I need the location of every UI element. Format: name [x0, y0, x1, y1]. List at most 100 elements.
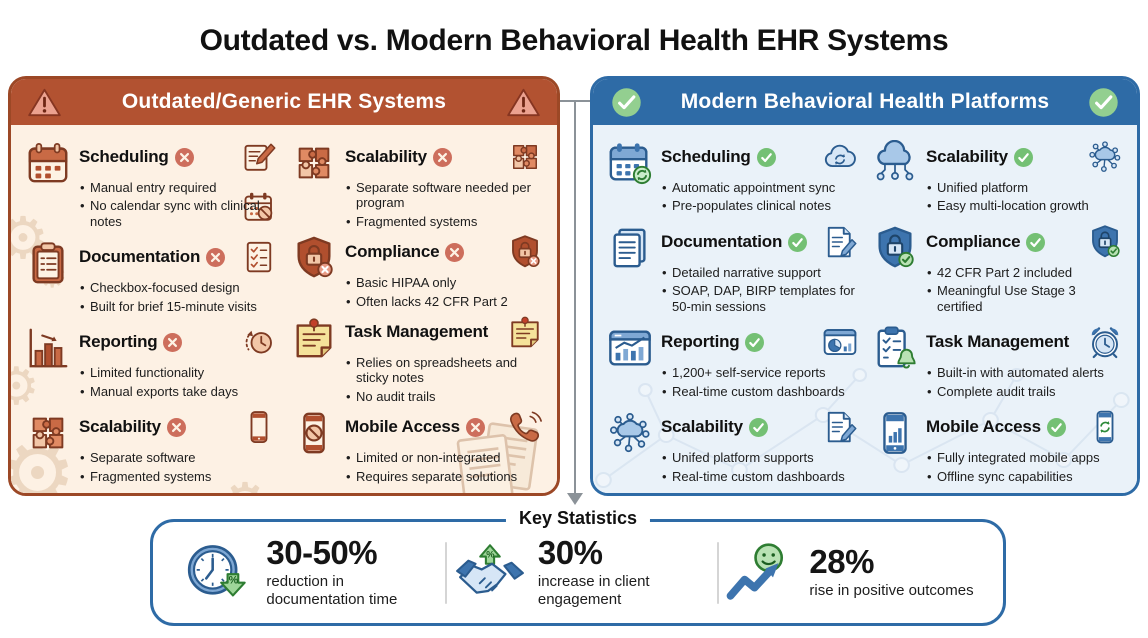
- warning-triangle-icon: [506, 87, 541, 118]
- section-reporting: Reporting 1,200+ self-service reports Re…: [607, 324, 858, 399]
- stat-value: 30-50%: [266, 534, 378, 572]
- svg-text:%: %: [486, 550, 494, 560]
- alarm-clock-icon: [1087, 324, 1123, 360]
- section-title: Reporting: [661, 332, 740, 352]
- modern-panel: Modern Behavioral Health Platforms Sched…: [590, 76, 1140, 496]
- shield-lock-icon: [507, 234, 543, 270]
- section-title: Scalability: [345, 147, 427, 166]
- section-task-management: Task Management Built-in with automated …: [872, 324, 1123, 399]
- section-reporting: Reporting Limited functionality Manual e…: [25, 324, 277, 399]
- section-task-management: Task Management Relies on spreadsheets a…: [291, 314, 543, 404]
- bullet-item: Real-time custom dashboards: [661, 469, 858, 485]
- puzzle-icon: [291, 140, 337, 186]
- stat-label: rise in positive outcomes: [809, 581, 974, 599]
- side-icons: [241, 139, 277, 221]
- section-title: Scalability: [661, 417, 743, 437]
- bullet-item: Checkbox-focused design: [79, 280, 277, 296]
- phone-blocked-icon: [291, 410, 337, 456]
- side-icons: [241, 239, 277, 275]
- bullet-item: Detailed narrative support: [661, 265, 858, 281]
- cloud-sync-icon: [822, 139, 858, 175]
- outdated-column-2: Scalability Separate software needed per…: [291, 137, 543, 486]
- outdated-panel-header: Outdated/Generic EHR Systems: [11, 79, 557, 125]
- document-pen-icon: [822, 224, 858, 260]
- bullet-list: Limited or non-integrated Requires separ…: [345, 447, 543, 484]
- x-badge-icon: [206, 247, 226, 267]
- sticky-note-icon: [291, 315, 337, 361]
- outdated-column-1: Scheduling Manual entry required No cale…: [25, 137, 277, 486]
- bullet-item: Limited functionality: [79, 365, 277, 381]
- check-badge-icon: [756, 147, 776, 167]
- side-icons: [507, 314, 543, 350]
- bullet-item: Complete audit trails: [926, 384, 1123, 400]
- bullet-item: Basic HIPAA only: [345, 275, 543, 291]
- network-hub-icon: [607, 410, 653, 456]
- infographic-title: Outdated vs. Modern Behavioral Health EH…: [199, 24, 949, 57]
- section-title: Scheduling: [661, 147, 751, 166]
- bullet-list: Unifed platform supports Real-time custo…: [661, 447, 858, 484]
- calendar-sync-icon: [607, 140, 653, 186]
- section-scalability: Scalability Separate software Fragmented…: [25, 409, 277, 484]
- phone-chart-icon: [872, 410, 918, 456]
- section-scalability: Scalability Unified platform Easy multi-…: [872, 139, 1123, 214]
- x-badge-icon: [163, 332, 183, 352]
- section-documentation: Documentation Detailed narrative support…: [607, 224, 858, 314]
- section-documentation: Documentation Checkbox-focused design Bu…: [25, 239, 277, 314]
- bullet-item: Offline sync capabilities: [926, 469, 1123, 485]
- side-icons: [241, 324, 277, 360]
- bullet-item: Built-in with automated alerts: [926, 365, 1123, 381]
- check-circle-icon: [609, 87, 644, 118]
- stat-value: 30%: [537, 534, 603, 572]
- phone-handset-icon: [507, 409, 543, 445]
- check-circle-icon: [1086, 87, 1121, 118]
- bullet-item: No audit trails: [345, 389, 543, 405]
- section-title: Mobile Access: [345, 417, 460, 437]
- check-badge-icon: [1046, 417, 1066, 437]
- bullet-list: Separate software needed per program Fra…: [345, 177, 543, 229]
- check-badge-icon: [788, 232, 808, 252]
- section-title: Documentation: [79, 247, 201, 267]
- bullet-item: Unified platform: [926, 180, 1123, 196]
- bullet-list: Detailed narrative support SOAP, DAP, BI…: [661, 262, 858, 314]
- bullet-list: Basic HIPAA only Often lacks 42 CFR Part…: [345, 272, 543, 309]
- stat-value: 28%: [809, 543, 874, 581]
- side-icons: [507, 234, 543, 270]
- stat-positive-outcomes: 28% rise in positive outcomes: [725, 541, 974, 605]
- history-clock-icon: [241, 324, 277, 360]
- panel-title: Outdated/Generic EHR Systems: [121, 90, 447, 113]
- divider: [716, 541, 719, 604]
- shield-check-icon: [1087, 224, 1123, 260]
- side-icons: [241, 409, 277, 445]
- warning-triangle-icon: [27, 87, 62, 118]
- side-icons: [1087, 139, 1123, 175]
- bullet-item: 42 CFR Part 2 included: [926, 265, 1123, 281]
- x-badge-icon: [465, 417, 485, 437]
- stat-client-engagement: % 30% increase in client engagement: [454, 536, 710, 609]
- section-title: Scalability: [926, 147, 1008, 166]
- shield-lock-icon: [291, 235, 337, 281]
- bullet-item: 1,200+ self-service reports: [661, 365, 858, 381]
- x-badge-icon: [432, 147, 452, 167]
- modern-column-2: Scalability Unified platform Easy multi-…: [872, 137, 1123, 486]
- bullet-item: Requires separate solutions: [345, 469, 543, 485]
- bullet-item: Relies on spreadsheets and sticky notes: [345, 355, 543, 386]
- bullet-item: Meaningful Use Stage 3 certified: [926, 283, 1123, 314]
- side-icons: [822, 324, 858, 360]
- pie-chart-window-icon: [822, 324, 858, 360]
- section-scalability: Scalability Unifed platform supports Rea…: [607, 409, 858, 484]
- documents-icon: [607, 225, 653, 271]
- bullet-item: Unifed platform supports: [661, 450, 858, 466]
- bullet-item: Pre-populates clinical notes: [661, 198, 858, 214]
- bullet-list: Relies on spreadsheets and sticky notes …: [345, 352, 543, 404]
- check-badge-icon: [1026, 232, 1046, 252]
- section-compliance: Compliance Basic HIPAA only Often lacks …: [291, 234, 543, 309]
- bullet-list: Unified platform Easy multi-location gro…: [926, 177, 1123, 214]
- section-scheduling: Scheduling Manual entry required No cale…: [25, 139, 277, 229]
- sticky-note-icon: [507, 314, 543, 350]
- modern-panel-body: Scheduling Automatic appointment sync Pr…: [593, 125, 1137, 493]
- panel-title: Modern Behavioral Health Platforms: [680, 90, 1050, 113]
- bullet-item: No calendar sync with clinical notes: [79, 198, 277, 229]
- side-icons: [822, 139, 858, 175]
- bullet-item: SOAP, DAP, BIRP templates for 50-min ses…: [661, 283, 858, 314]
